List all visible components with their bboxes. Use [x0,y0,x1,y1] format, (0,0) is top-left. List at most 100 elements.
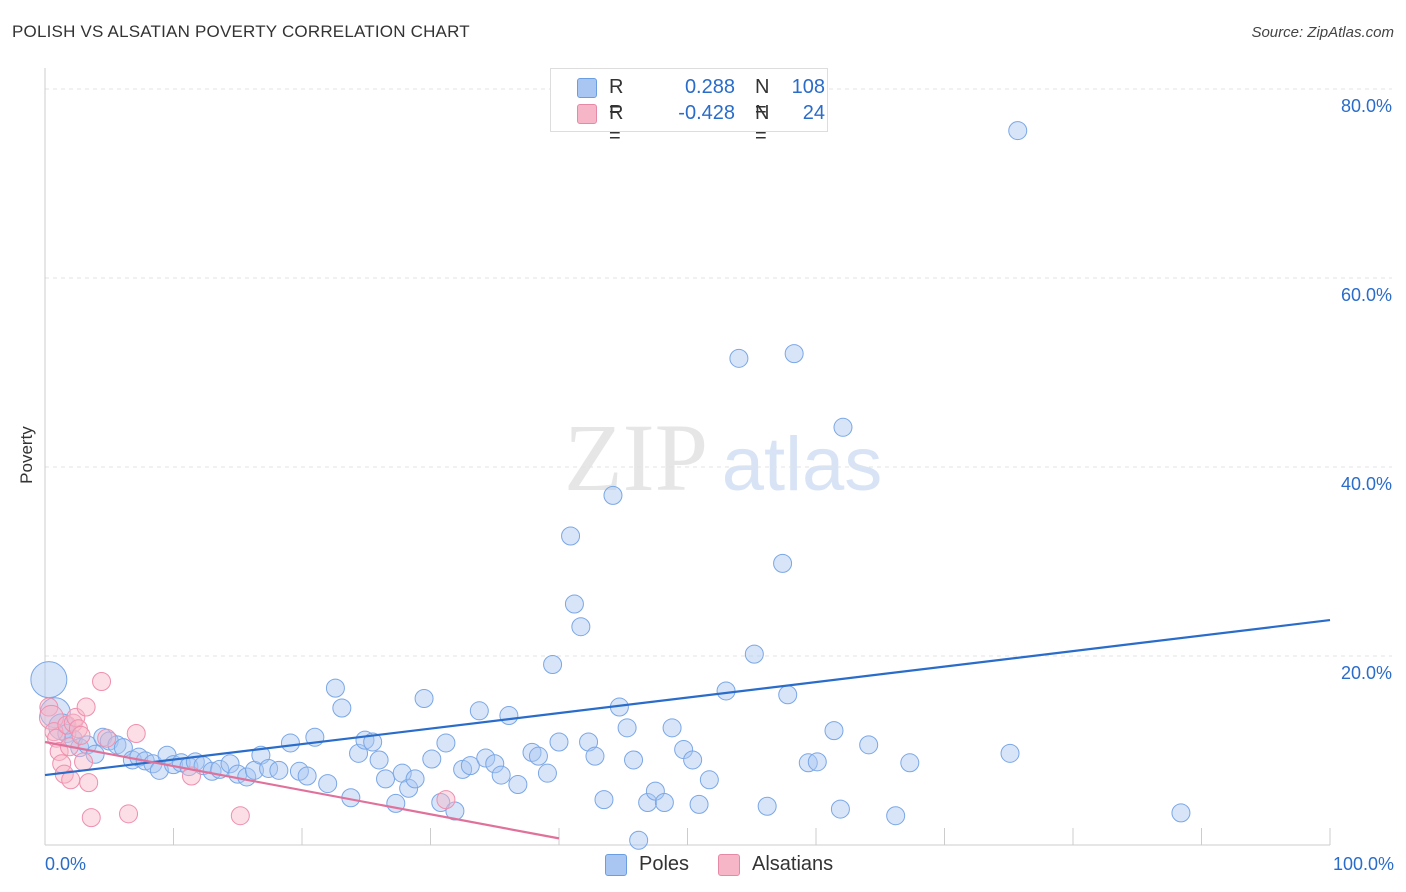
poles-point [325,678,345,698]
poles-point [773,553,793,573]
poles-point [476,748,496,768]
x-tick-label-max: 100.0% [1333,854,1394,874]
alsatians-point [92,672,112,692]
poles-point [1008,121,1028,141]
poles-point [900,753,920,773]
poles-point [220,754,240,774]
poles-point [833,417,853,437]
watermark-atlas: atlas [722,422,883,507]
n-label: N = [755,76,770,121]
n-label: N = [755,102,770,147]
poles-point [1000,743,1020,763]
alsatians-point [230,806,250,826]
poles-point [579,732,599,752]
poles-swatch-icon [577,78,597,98]
poles-point [422,749,442,769]
alsatians-point [119,804,139,824]
poles-point [729,348,749,368]
alsatians-point [97,728,117,748]
poles-point [654,792,674,812]
poles-point [297,766,317,786]
poles-legend-swatch-icon [605,854,627,876]
r-value: -0.428 [678,102,735,124]
poles-point [716,681,736,701]
poles-point [332,698,352,718]
poles-point [549,732,569,752]
poles-point [784,344,804,364]
r-label: R = [609,76,624,121]
poles-point [778,685,798,705]
r-value: 0.288 [684,76,735,98]
y-tick-label: 20.0% [1341,663,1392,683]
poles-point [1171,803,1191,823]
alsatians-point [76,697,96,717]
n-value: 24 [802,102,825,124]
poles-point [859,735,879,755]
poles-point [522,742,542,762]
poles-point [603,485,623,505]
alsatians-point [74,752,94,772]
y-tick-label: 60.0% [1341,285,1392,305]
poles-point [376,769,396,789]
poles-point [585,746,605,766]
alsatians-point [81,808,101,828]
poles-point [485,754,505,774]
alsatians-point [79,773,99,793]
poles-point [537,763,557,783]
chart-title: POLISH VS ALSATIAN POVERTY CORRELATION C… [12,22,470,41]
poles-trend-line [44,618,1331,777]
poles-point [886,806,906,826]
poles-point [624,750,644,770]
alsatians-trend-line [44,740,560,840]
y-tick-label: 40.0% [1341,474,1392,494]
legend-label-alsatians: Alsatians [752,853,834,875]
source-credit: Source: ZipAtlas.com [1251,24,1394,41]
poles-point [460,756,480,776]
alsatians-point [181,766,201,786]
poles-point [699,770,719,790]
alsatians-legend-swatch-icon [718,854,740,876]
poles-point [499,706,519,726]
poles-point [280,733,300,753]
poles-point [807,752,827,772]
poles-point [491,765,511,785]
poles-point [629,830,649,850]
poles-point [824,721,844,741]
poles-point [436,733,456,753]
poles-point [830,799,850,819]
watermark-zip: ZIP [564,404,708,511]
alsatians-swatch-icon [577,104,597,124]
poles-point [594,790,614,810]
poles-point [528,746,548,766]
legend-label-poles: Poles [639,853,690,875]
poles-point [543,655,563,675]
poles-point [571,617,591,637]
poles-point [683,750,703,770]
poles-point [363,732,383,752]
poles-point [30,661,68,699]
y-tick-label: 80.0% [1341,96,1392,116]
poles-point [269,760,289,780]
r-label: R = [609,102,624,147]
poles-point [561,526,581,546]
poles-point [617,718,637,738]
alsatians-point [436,790,456,810]
poles-point [662,718,682,738]
alsatians-point [49,741,69,761]
poles-point [318,774,338,794]
poles-point [431,792,451,812]
series-legend: Poles Alsatians [0,853,1406,877]
poles-point [689,794,709,814]
poles-point [744,644,764,664]
poles-point [414,689,434,709]
poles-point [638,792,658,812]
poles-point [369,750,389,770]
poles-point [399,778,419,798]
correlation-legend: R = 0.288 N = 108 R = -0.428 N = 24 [550,68,828,147]
x-tick-label-min: 0.0% [45,854,86,874]
poles-point [405,769,425,789]
poles-point [469,701,489,721]
poles-point [564,594,584,614]
alsatians-point [66,707,86,727]
